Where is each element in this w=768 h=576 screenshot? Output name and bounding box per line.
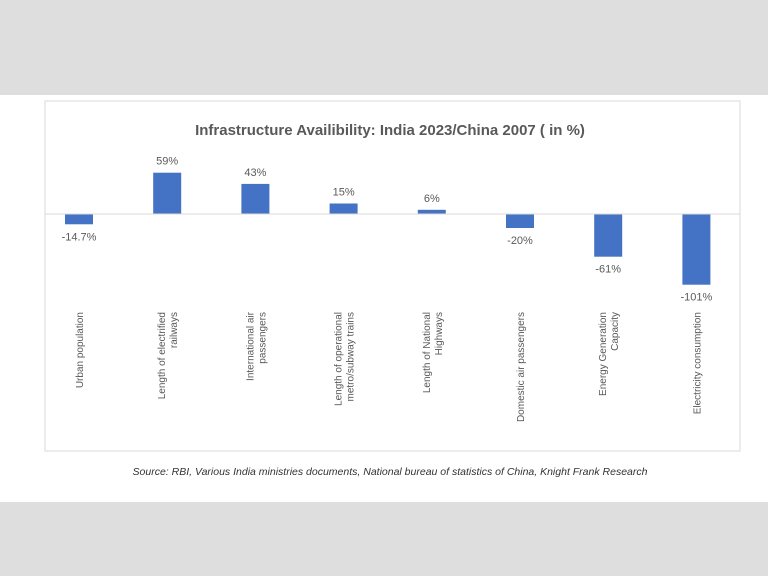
category-label: Length of NationalHighways	[422, 312, 445, 393]
chart-panel	[0, 95, 768, 502]
category-label: Length of electrifiedrailways	[157, 312, 180, 399]
bar	[153, 172, 182, 214]
bar	[682, 214, 711, 285]
data-label: -101%	[681, 292, 713, 304]
bar	[329, 203, 358, 214]
data-label: 43%	[244, 167, 266, 179]
bar	[65, 214, 93, 225]
data-label: 15%	[333, 187, 355, 199]
data-label: 6%	[424, 193, 440, 205]
data-label: -20%	[507, 235, 533, 247]
category-label: International airpassengers	[245, 311, 268, 381]
category-label: Urban population	[75, 312, 86, 388]
category-label: Domestic air passengers	[516, 312, 527, 422]
bar	[241, 183, 270, 214]
category-label: Energy GenerationCapacity	[598, 312, 621, 396]
data-label: -61%	[595, 264, 621, 276]
category-label: Length of operationalmetro/subway trains	[334, 312, 357, 406]
category-label: Electricity consumption	[692, 312, 703, 414]
data-label: -14.7%	[62, 231, 97, 243]
chart-title: Infrastructure Availibility: India 2023/…	[195, 122, 585, 139]
plot-border	[44, 100, 741, 452]
bar	[506, 214, 534, 228]
source-note: Source: RBI, Various India ministries do…	[133, 466, 648, 478]
bar	[417, 209, 446, 214]
data-label: 59%	[156, 156, 178, 168]
bar	[594, 214, 623, 257]
